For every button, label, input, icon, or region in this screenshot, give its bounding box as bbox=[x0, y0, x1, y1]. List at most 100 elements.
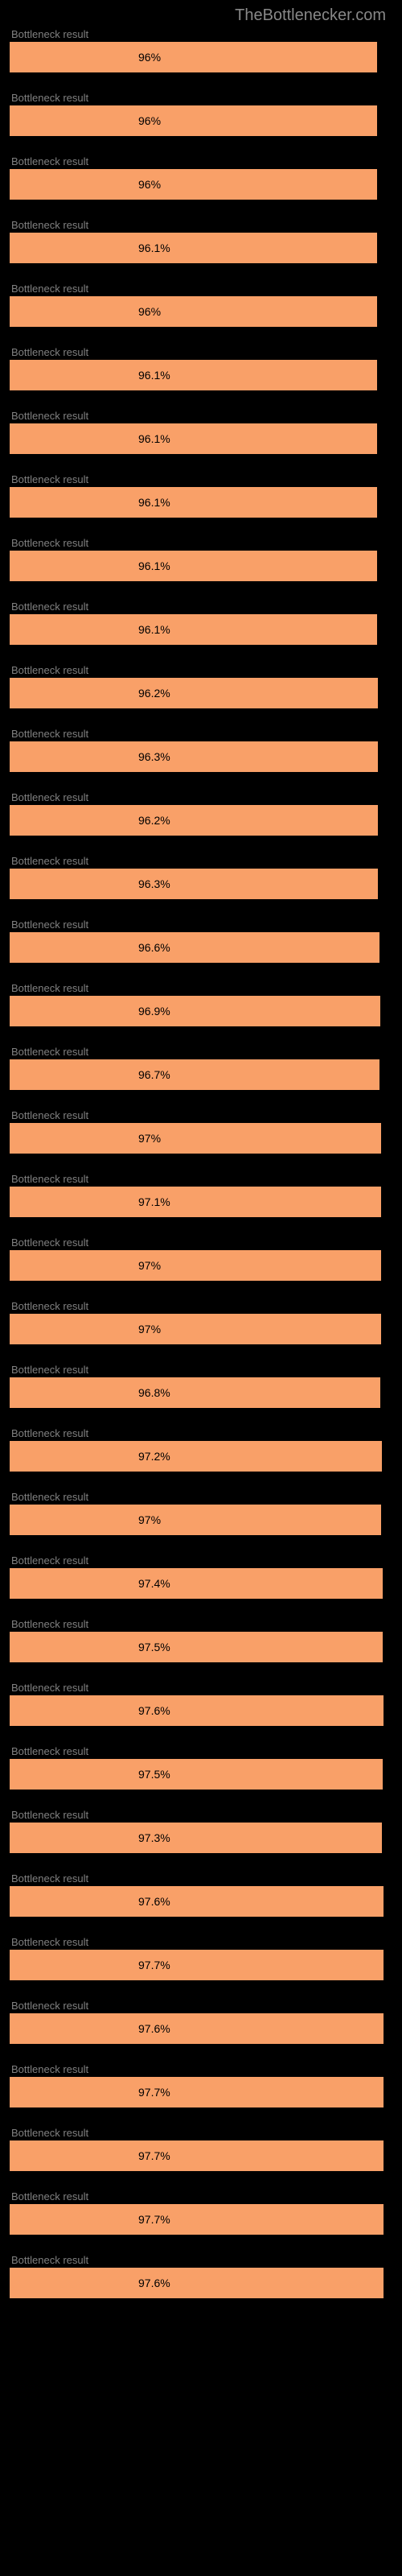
bar-fill: 96.1% bbox=[10, 614, 377, 645]
chart-row: Bottleneck result 97.5% bbox=[0, 1745, 402, 1790]
bar-container: 97% bbox=[10, 1123, 392, 1154]
bar-container: 96.1% bbox=[10, 233, 392, 263]
chart-row: Bottleneck result96.1% bbox=[0, 410, 402, 454]
chart-row: Bottleneck result96.3% bbox=[0, 728, 402, 772]
bar-fill: 97.6% bbox=[10, 2268, 384, 2298]
bar-container: 97.7% bbox=[10, 2077, 392, 2107]
bar-value: 97.6% bbox=[10, 1704, 170, 1717]
bar-fill: 97.5% bbox=[10, 1759, 383, 1790]
chart-row: Bottleneck result96.6% bbox=[0, 919, 402, 963]
bar-container: 96.6% bbox=[10, 932, 392, 963]
row-label: Bottleneck result bbox=[10, 1554, 392, 1567]
chart-row: Bottleneck result 97.6% bbox=[0, 2254, 402, 2298]
bar-value: 97.7% bbox=[10, 2086, 170, 2099]
row-label: Bottleneck result bbox=[10, 473, 392, 485]
bar-value: 97% bbox=[10, 1132, 161, 1145]
bar-value: 97% bbox=[10, 1513, 161, 1526]
row-label: Bottleneck result bbox=[10, 283, 392, 295]
bar-container: 96% bbox=[10, 169, 392, 200]
bar-container: 97% bbox=[10, 1314, 392, 1344]
bar-container: 96.3% bbox=[10, 741, 392, 772]
bar-value: 96% bbox=[10, 305, 161, 318]
bar-container: 96% bbox=[10, 105, 392, 136]
bar-fill: 96.1% bbox=[10, 423, 377, 454]
chart-row: Bottleneck result96.2% bbox=[0, 791, 402, 836]
chart-row: Bottleneck result96.8% bbox=[0, 1364, 402, 1408]
chart-row: Bottleneck result97.7% bbox=[0, 1936, 402, 1980]
bar-value: 96.8% bbox=[10, 1386, 170, 1399]
bar-container: 97.6% bbox=[10, 2268, 392, 2298]
bar-fill: 97.7% bbox=[10, 2077, 384, 2107]
bar-container: 97.4% bbox=[10, 1568, 392, 1599]
bar-value: 96.3% bbox=[10, 877, 170, 890]
bar-container: 96.1% bbox=[10, 551, 392, 581]
row-label: Bottleneck result bbox=[10, 1300, 392, 1312]
bar-fill: 97.7% bbox=[10, 1950, 384, 1980]
chart-row: Bottleneck result 96% bbox=[0, 283, 402, 327]
bar-container: 97.5% bbox=[10, 1632, 392, 1662]
bar-fill: 97.7% bbox=[10, 2204, 384, 2235]
bar-value: 97.2% bbox=[10, 1450, 170, 1463]
chart-row: Bottleneck result97.6% bbox=[0, 1872, 402, 1917]
bar-container: 97.7% bbox=[10, 2204, 392, 2235]
row-label: Bottleneck result bbox=[10, 1491, 392, 1503]
row-label: Bottleneck result bbox=[10, 1109, 392, 1121]
chart-container: Bottleneck result 96% Bottleneck result 96%… bbox=[0, 28, 402, 2318]
header: TheBottlenecker.com bbox=[0, 0, 402, 28]
chart-row: Bottleneck result 97.6% bbox=[0, 1682, 402, 1726]
chart-row: Bottleneck result96.2% bbox=[0, 664, 402, 708]
bar-container: 96.1% bbox=[10, 487, 392, 518]
row-label: Bottleneck result bbox=[10, 2063, 392, 2075]
bar-container: 97.6% bbox=[10, 2013, 392, 2044]
row-label: Bottleneck result bbox=[10, 410, 392, 422]
row-label: Bottleneck result bbox=[10, 92, 392, 104]
bar-value: 96.9% bbox=[10, 1005, 170, 1018]
chart-row: Bottleneck result 97% bbox=[0, 1491, 402, 1535]
row-label: Bottleneck result bbox=[10, 2254, 392, 2266]
bar-fill: 97.6% bbox=[10, 1695, 384, 1726]
chart-row: Bottleneck result97% bbox=[0, 1236, 402, 1281]
bar-container: 96% bbox=[10, 296, 392, 327]
row-label: Bottleneck result bbox=[10, 1682, 392, 1694]
row-label: Bottleneck result bbox=[10, 855, 392, 867]
row-label: Bottleneck result bbox=[10, 346, 392, 358]
bar-container: 96.1% bbox=[10, 423, 392, 454]
chart-row: Bottleneck result97.5% bbox=[0, 1618, 402, 1662]
bar-value: 97.7% bbox=[10, 2213, 170, 2226]
bar-fill: 96.7% bbox=[10, 1059, 379, 1090]
bar-value: 97.5% bbox=[10, 1641, 170, 1653]
bar-container: 96.7% bbox=[10, 1059, 392, 1090]
chart-row: Bottleneck result97.1% bbox=[0, 1173, 402, 1217]
bar-value: 96.7% bbox=[10, 1068, 170, 1081]
bar-fill: 96.2% bbox=[10, 805, 378, 836]
chart-row: Bottleneck result 97.7% bbox=[0, 2063, 402, 2107]
bar-fill: 97% bbox=[10, 1314, 381, 1344]
bar-fill: 96% bbox=[10, 42, 377, 72]
row-label: Bottleneck result bbox=[10, 219, 392, 231]
chart-row: Bottleneck result 96.1% bbox=[0, 601, 402, 645]
row-label: Bottleneck result bbox=[10, 28, 392, 40]
bar-fill: 96.2% bbox=[10, 678, 378, 708]
bar-value: 96.1% bbox=[10, 623, 170, 636]
bar-value: 96% bbox=[10, 114, 161, 127]
bar-value: 97.4% bbox=[10, 1577, 170, 1590]
bar-value: 96.3% bbox=[10, 750, 170, 763]
chart-row: Bottleneck result 96.1% bbox=[0, 219, 402, 263]
row-label: Bottleneck result bbox=[10, 982, 392, 994]
chart-row: Bottleneck result97.6% bbox=[0, 2000, 402, 2044]
row-label: Bottleneck result bbox=[10, 1745, 392, 1757]
chart-row: Bottleneck result97.7% bbox=[0, 2190, 402, 2235]
chart-row: Bottleneck result97.2% bbox=[0, 1427, 402, 1472]
bar-value: 97.6% bbox=[10, 1895, 170, 1908]
bar-container: 97.5% bbox=[10, 1759, 392, 1790]
row-label: Bottleneck result bbox=[10, 155, 392, 167]
bar-fill: 96.3% bbox=[10, 869, 378, 899]
bar-value: 96% bbox=[10, 178, 161, 191]
bar-fill: 96.8% bbox=[10, 1377, 380, 1408]
chart-row: Bottleneck result97.3% bbox=[0, 1809, 402, 1853]
row-label: Bottleneck result bbox=[10, 601, 392, 613]
chart-row: Bottleneck result97.7% bbox=[0, 2127, 402, 2171]
bar-container: 96.8% bbox=[10, 1377, 392, 1408]
bar-fill: 96.1% bbox=[10, 233, 377, 263]
bar-value: 96.2% bbox=[10, 814, 170, 827]
